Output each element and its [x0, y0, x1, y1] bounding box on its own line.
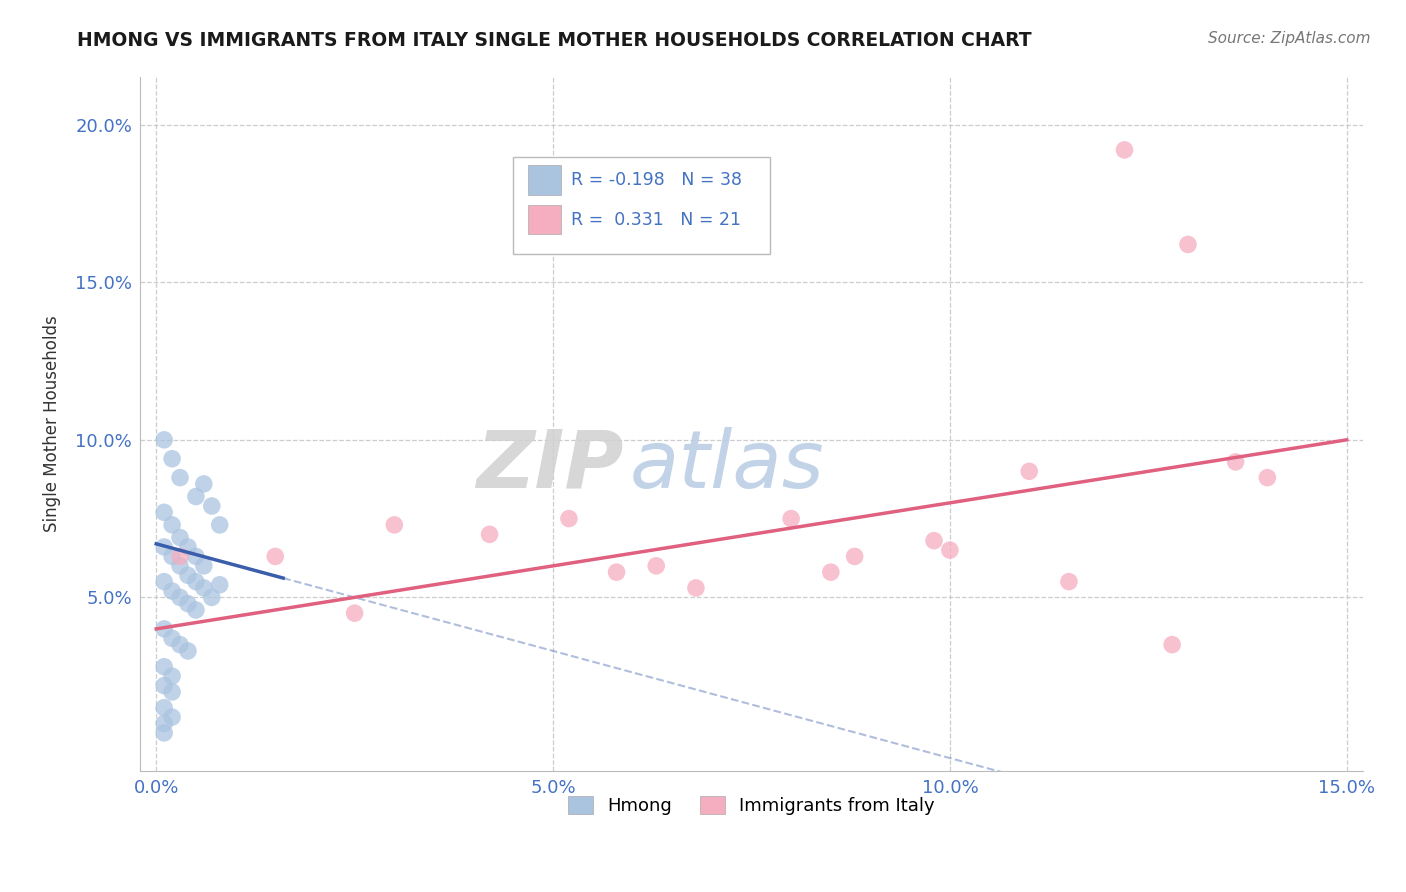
Point: [153, 726, 176, 740]
Point: [160, 549, 183, 564]
Text: atlas: atlas: [630, 426, 824, 505]
Point: [160, 584, 183, 599]
Point: [343, 606, 366, 620]
Point: [177, 568, 200, 582]
Point: [160, 710, 183, 724]
Text: R =  0.331   N = 21: R = 0.331 N = 21: [571, 211, 741, 228]
Legend: Hmong, Immigrants from Italy: Hmong, Immigrants from Italy: [560, 788, 943, 824]
Point: [160, 632, 183, 646]
Point: [193, 477, 215, 491]
Text: Source: ZipAtlas.com: Source: ZipAtlas.com: [1208, 31, 1371, 46]
Point: [922, 533, 945, 548]
Point: [780, 511, 803, 525]
Point: [169, 549, 191, 564]
Text: HMONG VS IMMIGRANTS FROM ITALY SINGLE MOTHER HOUSEHOLDS CORRELATION CHART: HMONG VS IMMIGRANTS FROM ITALY SINGLE MO…: [77, 31, 1032, 50]
Point: [160, 451, 183, 466]
Point: [1057, 574, 1080, 589]
Point: [169, 470, 191, 484]
FancyBboxPatch shape: [527, 205, 561, 234]
Point: [193, 558, 215, 573]
Point: [169, 558, 191, 573]
Point: [939, 543, 962, 558]
Point: [177, 597, 200, 611]
Point: [478, 527, 501, 541]
Point: [160, 517, 183, 532]
Point: [153, 540, 176, 554]
Point: [153, 700, 176, 714]
Point: [820, 565, 842, 579]
Point: [844, 549, 866, 564]
Point: [201, 499, 224, 513]
Point: [169, 638, 191, 652]
FancyBboxPatch shape: [513, 157, 770, 254]
Y-axis label: Single Mother Households: Single Mother Households: [44, 316, 60, 533]
Point: [160, 685, 183, 699]
Point: [177, 644, 200, 658]
Point: [264, 549, 287, 564]
Point: [1177, 237, 1199, 252]
Point: [645, 558, 668, 573]
Point: [169, 591, 191, 605]
Point: [1225, 455, 1247, 469]
Point: [169, 531, 191, 545]
Point: [201, 591, 224, 605]
Point: [558, 511, 581, 525]
Text: R = -0.198   N = 38: R = -0.198 N = 38: [571, 171, 741, 189]
Point: [153, 622, 176, 636]
Point: [208, 578, 231, 592]
Point: [382, 517, 405, 532]
FancyBboxPatch shape: [527, 166, 561, 194]
Point: [208, 517, 231, 532]
Point: [153, 679, 176, 693]
Point: [1114, 143, 1136, 157]
Point: [153, 659, 176, 673]
Point: [153, 505, 176, 519]
Point: [606, 565, 628, 579]
Point: [184, 574, 207, 589]
Point: [1018, 464, 1040, 478]
Point: [193, 581, 215, 595]
Point: [685, 581, 707, 595]
Point: [1161, 638, 1184, 652]
Point: [184, 490, 207, 504]
Point: [153, 574, 176, 589]
Point: [184, 549, 207, 564]
Point: [153, 716, 176, 731]
Point: [160, 669, 183, 683]
Point: [153, 433, 176, 447]
Point: [184, 603, 207, 617]
Text: ZIP: ZIP: [475, 426, 623, 505]
Point: [177, 540, 200, 554]
Point: [1256, 470, 1278, 484]
